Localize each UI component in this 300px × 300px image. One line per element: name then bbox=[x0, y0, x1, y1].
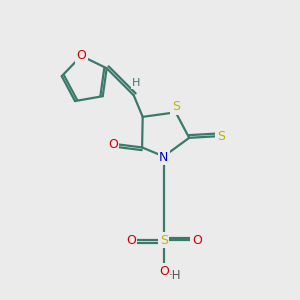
Text: O: O bbox=[192, 234, 202, 247]
Text: N: N bbox=[159, 151, 168, 164]
Text: S: S bbox=[217, 130, 225, 143]
Text: O: O bbox=[126, 234, 136, 247]
Text: O: O bbox=[76, 50, 86, 62]
Text: S: S bbox=[160, 234, 168, 247]
Text: O: O bbox=[108, 138, 118, 151]
Text: O: O bbox=[159, 265, 169, 278]
Text: H: H bbox=[132, 78, 140, 88]
Text: S: S bbox=[172, 100, 180, 113]
Text: ·H: ·H bbox=[169, 269, 181, 282]
